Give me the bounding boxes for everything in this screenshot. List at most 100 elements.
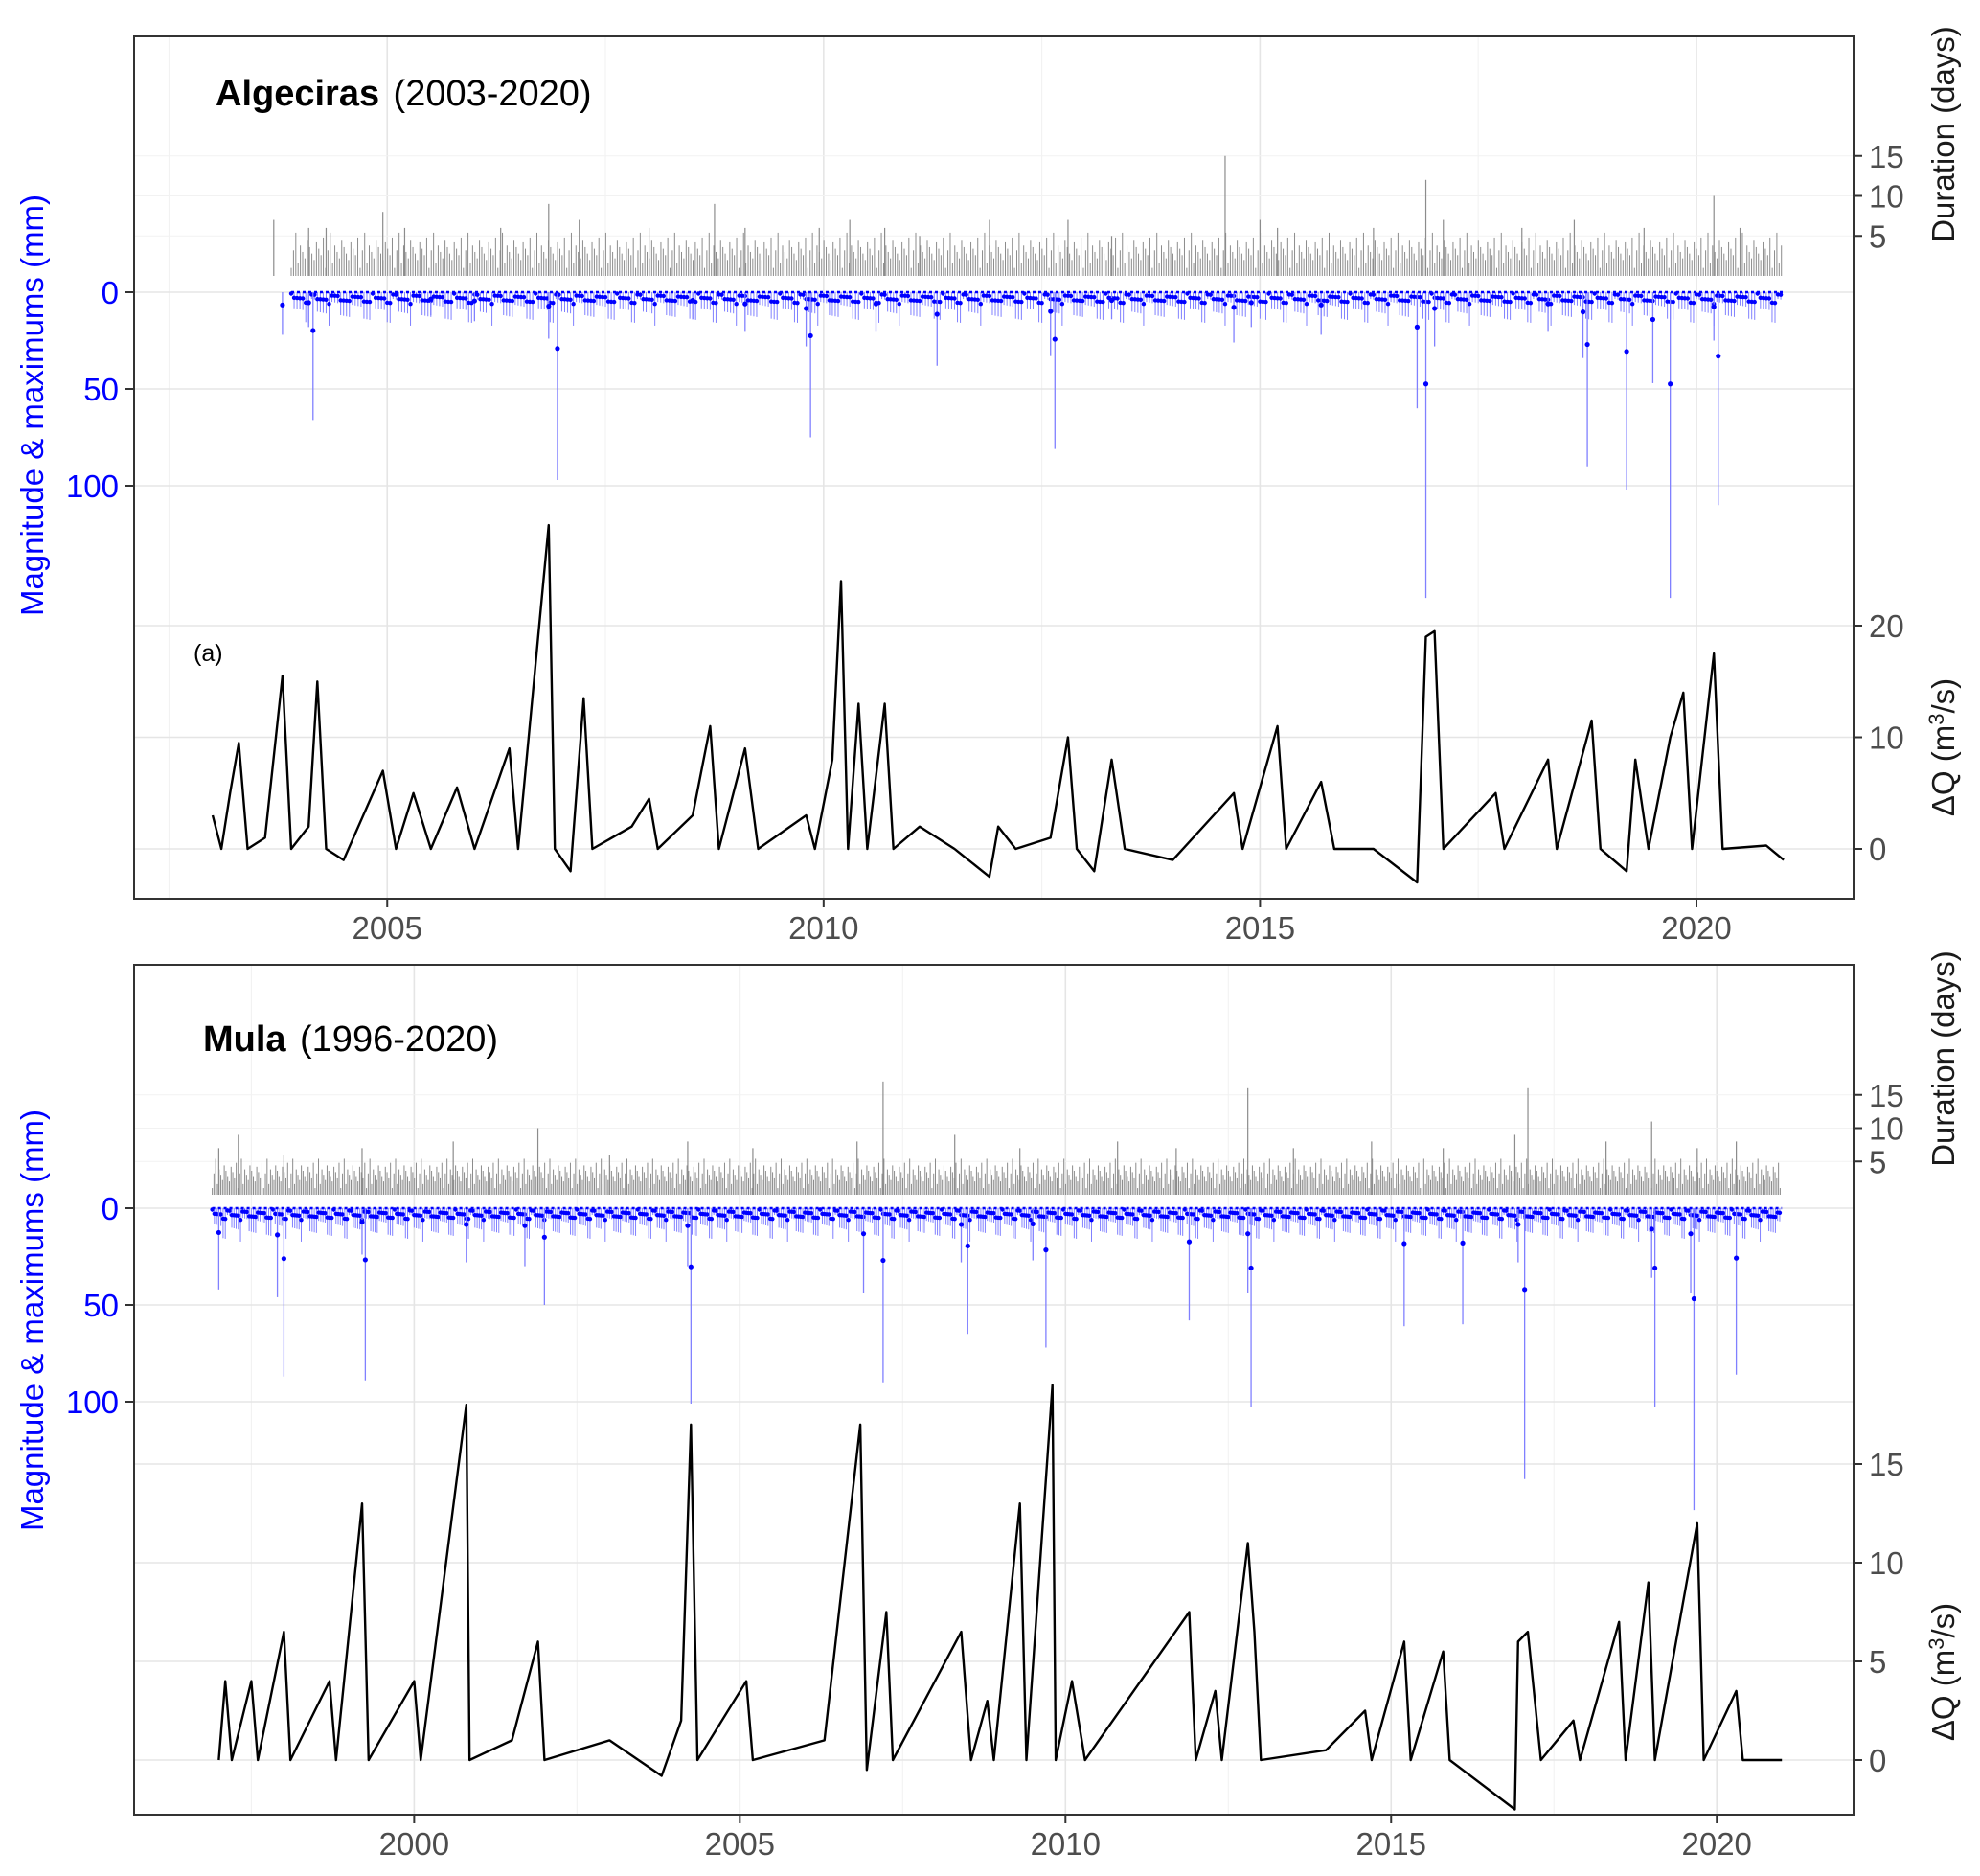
magnitude-max-point — [1558, 293, 1562, 299]
magnitude-max-point — [1302, 1215, 1307, 1221]
magnitude-max-point — [510, 298, 515, 304]
magnitude-max-point — [1417, 1211, 1422, 1216]
magnitude-max-point — [1245, 1231, 1251, 1237]
magnitude-max-point — [896, 1208, 900, 1213]
magnitude-max-point — [1382, 297, 1388, 302]
magnitude-max-point — [1468, 1214, 1474, 1220]
magnitude-max-point — [795, 300, 800, 306]
y-axis-right-dq-title: ΔQ (m3/s) — [1924, 678, 1961, 816]
magnitude-max-point — [1196, 296, 1201, 301]
magnitude-max-point — [1720, 293, 1725, 299]
magnitude-max-point — [1138, 297, 1144, 302]
panel-title-period: (2003-2020) — [394, 74, 592, 114]
magnitude-max-point — [1255, 295, 1260, 300]
magnitude-max-point — [1182, 299, 1187, 305]
magnitude-max-point — [471, 298, 477, 304]
magnitude-max-point — [1141, 302, 1147, 307]
magnitude-max-point — [1475, 293, 1481, 299]
magnitude-max-point — [489, 302, 494, 307]
magnitude-max-point — [498, 293, 503, 299]
magnitude-max-point — [1560, 1216, 1565, 1222]
magnitude-max-point — [1401, 1241, 1407, 1247]
magnitude-max-point — [591, 298, 597, 304]
magnitude-max-point — [1460, 1240, 1466, 1246]
magnitude-max-point — [1092, 295, 1097, 300]
magnitude-max-point — [835, 298, 841, 304]
magnitude-max-point — [450, 1215, 456, 1221]
magnitude-max-point — [1408, 1214, 1413, 1220]
magnitude-max-point — [644, 1212, 649, 1217]
magnitude-max-point — [928, 295, 934, 300]
magnitude-max-point — [1074, 1216, 1079, 1222]
x-tick-label: 2010 — [1031, 1826, 1101, 1862]
magnitude-max-point — [1513, 1213, 1517, 1218]
magnitude-max-point — [1011, 295, 1015, 300]
y-right-dq-tick-label: 0 — [1869, 832, 1886, 867]
magnitude-max-point — [754, 298, 760, 304]
magnitude-max-point — [359, 1219, 365, 1225]
magnitude-max-point — [690, 297, 695, 304]
x-tick-label: 2005 — [705, 1826, 775, 1862]
magnitude-max-point — [340, 1212, 345, 1217]
magnitude-max-point — [1752, 299, 1757, 305]
magnitude-max-point — [983, 1214, 988, 1220]
y-right-dq-tick-label: 10 — [1869, 721, 1904, 756]
magnitude-max-point — [1218, 1209, 1222, 1215]
magnitude-max-point — [1564, 1208, 1570, 1213]
magnitude-max-point — [1569, 298, 1574, 304]
magnitude-max-point — [487, 297, 491, 302]
magnitude-max-point — [571, 302, 576, 307]
magnitude-max-point — [938, 299, 943, 305]
magnitude-max-point — [558, 1214, 562, 1220]
dq-title-base: ΔQ (m — [1925, 1650, 1961, 1741]
magnitude-max-point — [987, 293, 992, 299]
magnitude-max-point — [1226, 1214, 1231, 1220]
magnitude-max-point — [216, 1229, 221, 1236]
magnitude-max-point — [1120, 1215, 1125, 1221]
magnitude-max-point — [1009, 1212, 1013, 1217]
magnitude-max-point — [789, 296, 794, 301]
panel-title: Mula (1996-2020) — [203, 1019, 498, 1060]
y-right-dq-tick-label: 20 — [1869, 608, 1904, 644]
y-right-dq-tick-label: 5 — [1869, 1644, 1886, 1680]
magnitude-max-point — [218, 1212, 223, 1217]
magnitude-max-point — [392, 1207, 398, 1212]
magnitude-max-point — [1393, 1218, 1398, 1223]
magnitude-max-point — [284, 1216, 288, 1222]
magnitude-max-point — [952, 296, 957, 301]
y-right-duration-tick-label: 15 — [1869, 1078, 1904, 1113]
magnitude-max-point — [1362, 1215, 1368, 1221]
magnitude-max-point — [1547, 1207, 1552, 1212]
magnitude-max-point — [1452, 292, 1458, 297]
magnitude-max-point — [1695, 1213, 1700, 1218]
magnitude-max-point — [1317, 1216, 1322, 1222]
magnitude-max-point — [880, 1257, 886, 1264]
x-tick-label: 2010 — [788, 910, 858, 946]
magnitude-max-point — [714, 1208, 718, 1213]
magnitude-max-point — [527, 1216, 532, 1222]
magnitude-max-point — [1078, 1208, 1083, 1213]
panel-title-period: (1996-2020) — [300, 1019, 498, 1060]
x-tick-label: 2015 — [1356, 1826, 1426, 1862]
magnitude-max-point — [705, 1212, 710, 1217]
magnitude-max-point — [1332, 1218, 1337, 1223]
magnitude-max-point — [876, 1215, 881, 1221]
magnitude-max-point — [314, 1214, 319, 1220]
y-axis-right-duration-title: Duration (days) — [1925, 950, 1961, 1167]
magnitude-max-point — [227, 1208, 232, 1213]
magnitude-max-point — [892, 1216, 897, 1222]
magnitude-max-point — [505, 1211, 511, 1216]
x-tick-label: 2020 — [1661, 910, 1731, 946]
magnitude-max-point — [418, 1213, 423, 1218]
magnitude-max-point — [1720, 1211, 1726, 1216]
magnitude-max-point — [1069, 1212, 1075, 1217]
magnitude-max-point — [306, 300, 311, 306]
magnitude-max-point — [1068, 293, 1074, 299]
magnitude-max-point — [652, 302, 657, 307]
magnitude-max-point — [1484, 1215, 1490, 1221]
magnitude-max-point — [347, 298, 352, 304]
magnitude-max-point — [708, 296, 713, 301]
magnitude-max-point — [1617, 1212, 1622, 1217]
magnitude-max-point — [1243, 298, 1248, 304]
magnitude-max-point — [1454, 1218, 1459, 1223]
